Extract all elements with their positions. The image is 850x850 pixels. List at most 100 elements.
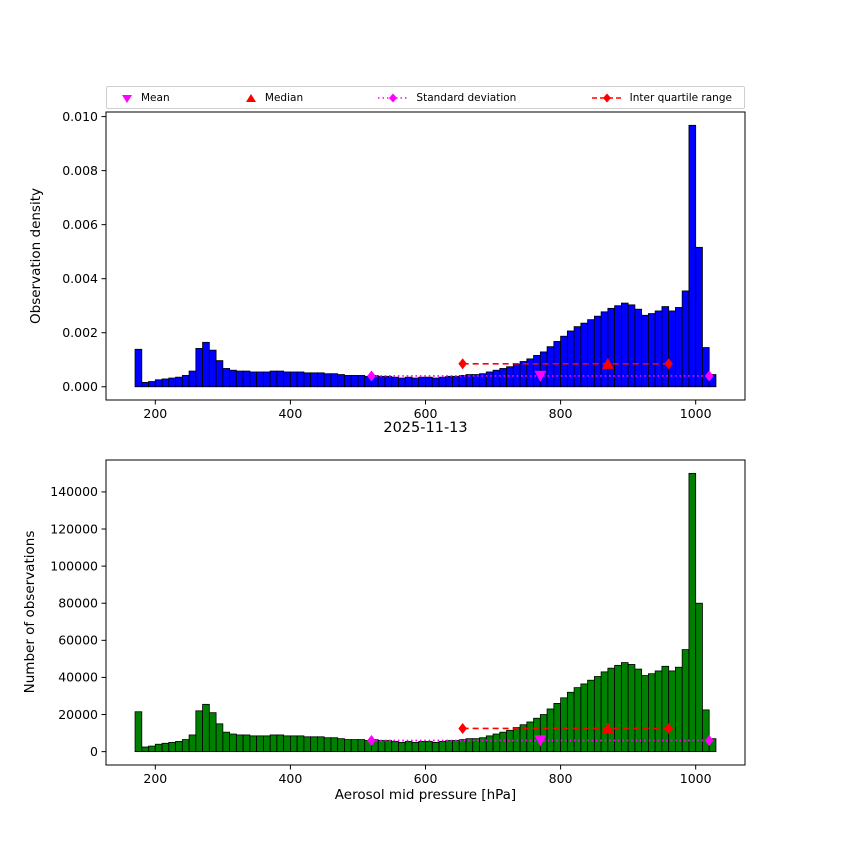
histogram-bar bbox=[519, 361, 528, 388]
histogram-bar bbox=[242, 734, 251, 753]
histogram-bar bbox=[303, 736, 312, 753]
histogram-bar bbox=[269, 734, 278, 753]
histogram-bar bbox=[681, 649, 690, 753]
histogram-bar bbox=[398, 377, 406, 388]
y-tick-label: 0 bbox=[90, 744, 98, 759]
y-tick-label: 0.010 bbox=[62, 109, 98, 124]
x-tick-label: 200 bbox=[143, 771, 167, 786]
histogram-bar bbox=[215, 360, 224, 388]
histogram-bar bbox=[154, 743, 163, 753]
histogram-bar bbox=[148, 745, 156, 753]
mean-marker bbox=[534, 735, 547, 747]
histogram-bar bbox=[296, 735, 305, 753]
histogram-bar bbox=[695, 602, 703, 753]
histogram-bar bbox=[229, 369, 237, 388]
histogram-bar bbox=[661, 665, 670, 753]
histogram-bar bbox=[688, 124, 697, 388]
histogram-bar bbox=[573, 687, 582, 753]
x-tick-label: 1000 bbox=[680, 406, 712, 421]
histogram-bar bbox=[620, 302, 629, 388]
y-tick-label: 0.006 bbox=[62, 217, 98, 232]
histogram-bar bbox=[310, 372, 318, 388]
histogram-bar bbox=[262, 371, 271, 388]
histogram-bar bbox=[695, 246, 703, 388]
histogram-bar bbox=[269, 370, 278, 388]
iqr-low-marker bbox=[458, 358, 467, 370]
histogram-bar bbox=[317, 736, 325, 753]
y-tick-label: 60000 bbox=[58, 633, 98, 648]
legend-label-mean: Mean bbox=[141, 91, 170, 104]
y-tick-label: 40000 bbox=[58, 670, 98, 685]
histogram-bar bbox=[593, 676, 602, 753]
histogram-bar bbox=[425, 376, 433, 388]
histogram-bar bbox=[593, 315, 602, 388]
histogram-bar bbox=[452, 375, 460, 388]
y-tick-label: 0.008 bbox=[62, 163, 98, 178]
histogram-bar bbox=[458, 375, 467, 388]
histogram-bar bbox=[675, 666, 683, 753]
histogram-bar bbox=[384, 740, 393, 753]
histogram-bar bbox=[323, 373, 332, 388]
histogram-bar bbox=[620, 662, 629, 753]
iqr-high-marker bbox=[664, 722, 673, 734]
std-deviation-dotted-diamond-icon bbox=[378, 93, 409, 102]
histogram-bar bbox=[431, 741, 440, 753]
y-tick-label: 0.004 bbox=[62, 271, 98, 286]
iqr-dashed-diamond-icon bbox=[591, 93, 622, 102]
histogram-bar bbox=[600, 311, 609, 388]
histogram-bar bbox=[344, 375, 352, 388]
histogram-bar bbox=[195, 348, 203, 388]
histogram-bar bbox=[438, 376, 447, 388]
std-deviation-low-marker bbox=[367, 735, 376, 747]
histogram-bar bbox=[161, 742, 170, 753]
x-tick-label: 800 bbox=[549, 771, 573, 786]
histogram-bar bbox=[533, 717, 541, 753]
histogram-bar bbox=[560, 697, 568, 753]
histogram-bar bbox=[566, 691, 575, 753]
y-tick-label: 120000 bbox=[50, 521, 98, 536]
histogram-bar bbox=[425, 741, 433, 753]
date-title: 2025-11-13 bbox=[383, 420, 468, 436]
histogram-bar bbox=[330, 737, 339, 753]
histogram-bar bbox=[181, 375, 190, 388]
histogram-bar bbox=[357, 375, 366, 388]
std-deviation-high-marker bbox=[704, 370, 714, 382]
histogram-bar bbox=[614, 305, 622, 388]
histogram-bar bbox=[573, 326, 582, 388]
histogram-bar bbox=[411, 377, 420, 388]
histogram-bar bbox=[168, 377, 176, 388]
histogram-bar bbox=[222, 731, 231, 753]
histogram-bar bbox=[337, 374, 345, 388]
histogram-bar bbox=[195, 710, 203, 753]
histogram-bar bbox=[134, 711, 143, 753]
histogram-bar bbox=[404, 741, 413, 753]
histogram-bar bbox=[242, 370, 251, 388]
histogram-bar bbox=[330, 373, 339, 388]
x-tick-label: 400 bbox=[278, 771, 302, 786]
legend: Mean Median Standard deviation Inter qua… bbox=[106, 86, 745, 109]
std-deviation-high-marker bbox=[704, 735, 714, 747]
histogram-bar bbox=[681, 290, 690, 388]
histogram-bar bbox=[384, 375, 393, 388]
histogram-bar bbox=[668, 670, 676, 753]
median-marker bbox=[601, 357, 614, 369]
x-axis-label: Aerosol mid pressure [hPa] bbox=[334, 787, 517, 803]
iqr-high-marker bbox=[664, 358, 673, 370]
histogram-bar bbox=[296, 371, 305, 388]
mean-triangle-down-icon bbox=[122, 94, 132, 103]
y-axis-label-density: Observation density bbox=[28, 188, 44, 324]
histogram-bar bbox=[154, 379, 163, 388]
histogram-bar bbox=[546, 708, 555, 753]
histogram-bar bbox=[357, 739, 366, 753]
histogram-bar bbox=[350, 739, 359, 753]
histogram-bar bbox=[418, 741, 426, 753]
histogram-bar bbox=[607, 307, 616, 388]
histogram-bar bbox=[445, 740, 453, 753]
y-tick-label: 80000 bbox=[58, 596, 98, 611]
histogram-bar bbox=[141, 382, 149, 388]
y-tick-label: 0.000 bbox=[62, 379, 98, 394]
x-tick-label: 800 bbox=[549, 406, 573, 421]
histogram-bar bbox=[235, 734, 244, 753]
histogram-bar bbox=[317, 372, 325, 388]
